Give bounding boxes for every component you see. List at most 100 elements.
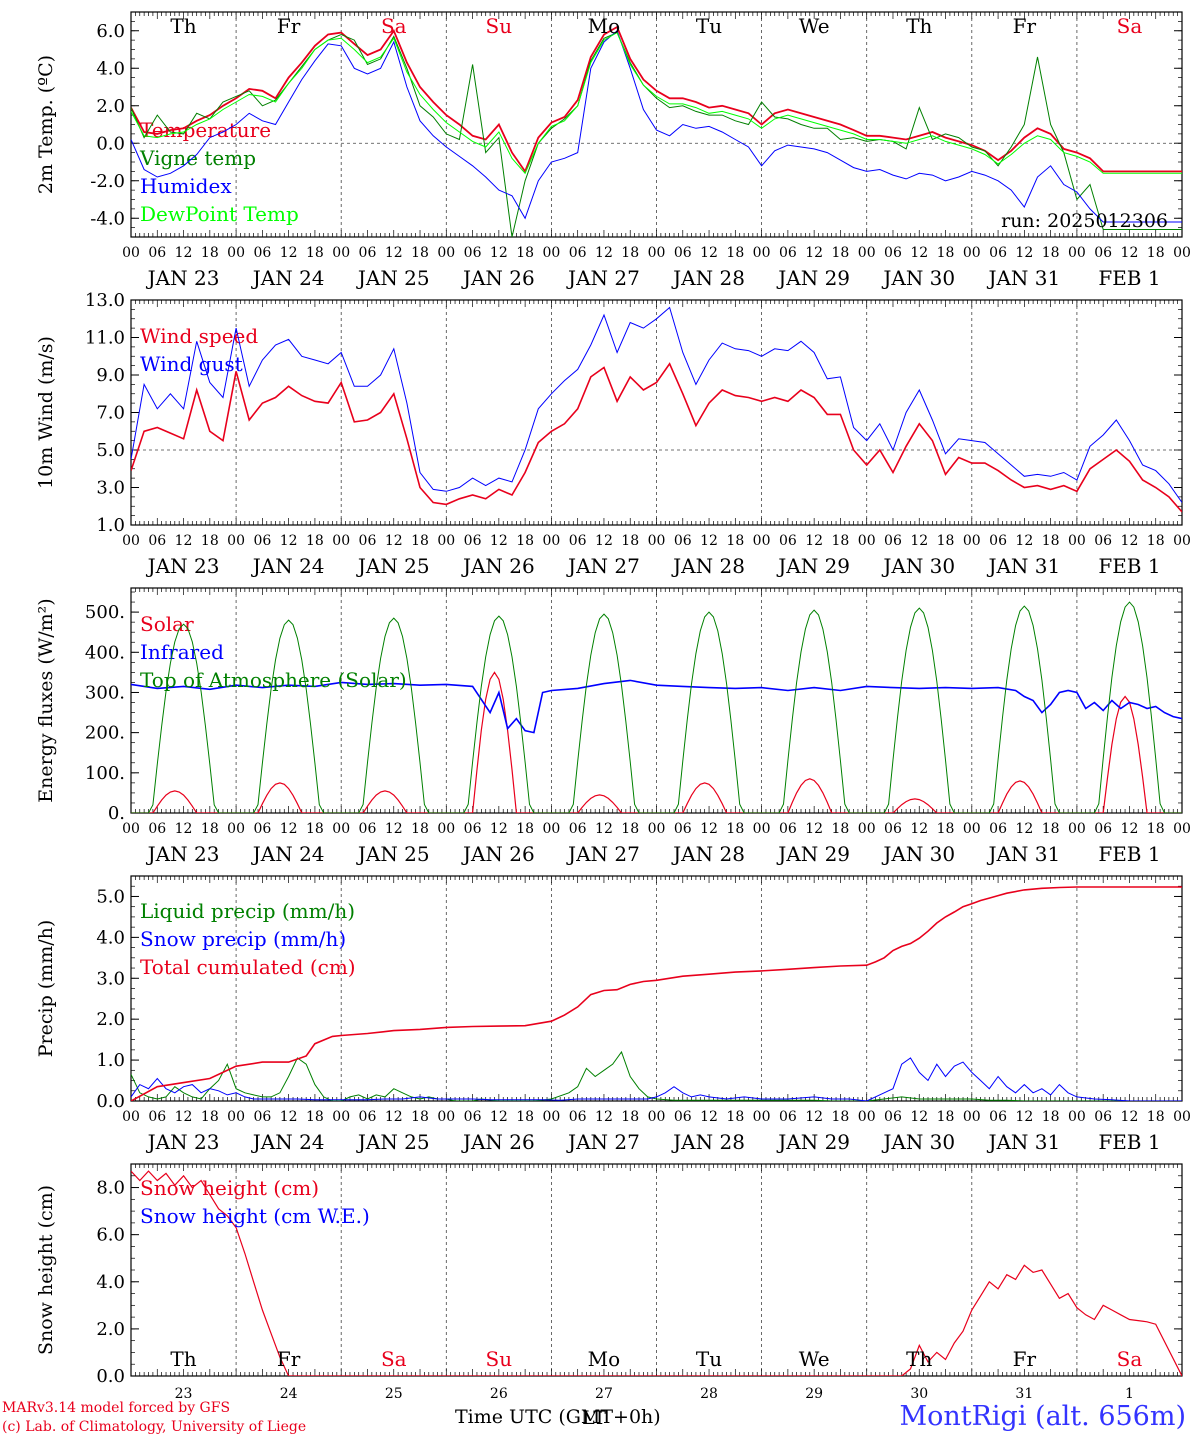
hour-label: 06 — [779, 533, 797, 549]
hour-label: 12 — [700, 533, 718, 549]
hour-label: 18 — [516, 245, 534, 261]
hour-label: 12 — [490, 533, 508, 549]
y-tick-label: 0. — [108, 803, 125, 824]
hour-label: 00 — [122, 245, 140, 261]
date-label: JAN 26 — [461, 554, 535, 578]
hour-label: 18 — [306, 533, 324, 549]
hour-label: 12 — [910, 821, 928, 837]
date-label: JAN 27 — [566, 1130, 640, 1154]
legend-entry: Solar — [140, 612, 194, 636]
weekday-label: Mo — [588, 14, 621, 38]
hour-label: 12 — [490, 821, 508, 837]
hour-label: 18 — [411, 821, 429, 837]
hour-label: 06 — [253, 533, 271, 549]
hour-label: 12 — [1121, 533, 1139, 549]
day-number-label: 28 — [700, 1386, 718, 1402]
hour-label: 12 — [490, 245, 508, 261]
hour-label: 06 — [148, 1109, 166, 1125]
run-label: run: 2025012306 — [1001, 210, 1168, 232]
y-tick-label: -4.0 — [90, 208, 125, 229]
weekday-label: Th — [170, 1347, 196, 1371]
series-line-precip-2 — [131, 886, 1182, 1101]
y-tick-label: 2.0 — [96, 96, 125, 117]
hour-label: 00 — [1068, 821, 1086, 837]
hour-label: 00 — [648, 1109, 666, 1125]
date-label: JAN 31 — [986, 266, 1060, 290]
hour-label: 12 — [595, 533, 613, 549]
date-label: JAN 31 — [986, 842, 1060, 866]
date-label: JAN 30 — [881, 842, 955, 866]
hour-label: 00 — [227, 1109, 245, 1125]
day-number-label: 30 — [910, 1386, 928, 1402]
hour-label: 00 — [542, 245, 560, 261]
hour-label: 18 — [1042, 1109, 1060, 1125]
hour-label: 12 — [595, 821, 613, 837]
hour-label: 06 — [359, 1109, 377, 1125]
legend-entry: DewPoint Temp — [140, 202, 299, 226]
y-tick-label: 500. — [85, 602, 125, 623]
hour-label: 18 — [937, 821, 955, 837]
date-label: JAN 24 — [251, 1130, 325, 1154]
series-line-precip-1 — [131, 1057, 1182, 1101]
hour-label: 06 — [989, 245, 1007, 261]
hour-label: 18 — [411, 1109, 429, 1125]
local-time-overlay: LT — [582, 1407, 606, 1429]
weekday-label: Su — [486, 14, 513, 38]
hour-label: 00 — [1173, 533, 1191, 549]
hour-label: 00 — [963, 533, 981, 549]
hour-label: 12 — [805, 821, 823, 837]
date-label: JAN 27 — [566, 842, 640, 866]
date-label: JAN 28 — [671, 842, 745, 866]
hour-label: 18 — [201, 821, 219, 837]
weekday-label: Sa — [381, 14, 407, 38]
y-tick-label: 0.0 — [96, 1091, 125, 1112]
weekday-label: We — [799, 1347, 830, 1371]
weekday-label: Fr — [1013, 1347, 1037, 1371]
hour-label: 12 — [1015, 245, 1033, 261]
lab-credit: (c) Lab. of Climatology, University of L… — [2, 1419, 307, 1435]
hour-label: 00 — [1173, 245, 1191, 261]
hour-label: 18 — [411, 533, 429, 549]
hour-label: 00 — [648, 245, 666, 261]
date-label: JAN 24 — [251, 842, 325, 866]
hour-label: 12 — [280, 821, 298, 837]
hour-label: 12 — [385, 245, 403, 261]
hour-label: 18 — [832, 1109, 850, 1125]
model-credit: MARv3.14 model forced by GFS — [2, 1400, 231, 1416]
hour-label: 00 — [332, 1109, 350, 1125]
hour-label: 18 — [411, 245, 429, 261]
legend-entry: Wind gust — [140, 352, 243, 376]
y-tick-label: 7.0 — [96, 403, 125, 424]
date-label: JAN 28 — [671, 266, 745, 290]
date-label: JAN 30 — [881, 266, 955, 290]
hour-label: 12 — [280, 1109, 298, 1125]
hour-label: 06 — [359, 533, 377, 549]
hour-label: 06 — [779, 1109, 797, 1125]
hour-label: 00 — [648, 821, 666, 837]
weekday-label: Sa — [381, 1347, 407, 1371]
y-tick-label: -2.0 — [90, 171, 125, 192]
hour-label: 18 — [1042, 821, 1060, 837]
day-number-label: 31 — [1015, 1386, 1033, 1402]
hour-label: 00 — [753, 245, 771, 261]
hour-label: 06 — [779, 821, 797, 837]
date-label: FEB 1 — [1098, 554, 1160, 578]
hour-label: 00 — [227, 533, 245, 549]
hour-label: 12 — [1015, 533, 1033, 549]
hour-label: 00 — [332, 821, 350, 837]
series-line-temperature-3 — [131, 31, 1182, 175]
hour-label: 06 — [569, 821, 587, 837]
series-line-wind-0 — [131, 362, 1182, 513]
series-line-temperature-1 — [131, 31, 1182, 237]
hour-label: 00 — [1173, 821, 1191, 837]
hour-label: 00 — [227, 821, 245, 837]
series-line-precip-0 — [131, 1050, 1182, 1101]
hour-label: 06 — [1094, 1109, 1112, 1125]
weekday-label: Tu — [696, 1347, 722, 1371]
hour-label: 06 — [464, 821, 482, 837]
y-tick-label: 100. — [85, 763, 125, 784]
date-label: JAN 23 — [146, 266, 220, 290]
hour-label: 18 — [832, 245, 850, 261]
panel-wind: 1.0 3.0 5.0 7.0 9.0 11.0 13.0 10m Wind (m/s) 00 0… — [35, 290, 1191, 578]
hour-label: 18 — [832, 821, 850, 837]
